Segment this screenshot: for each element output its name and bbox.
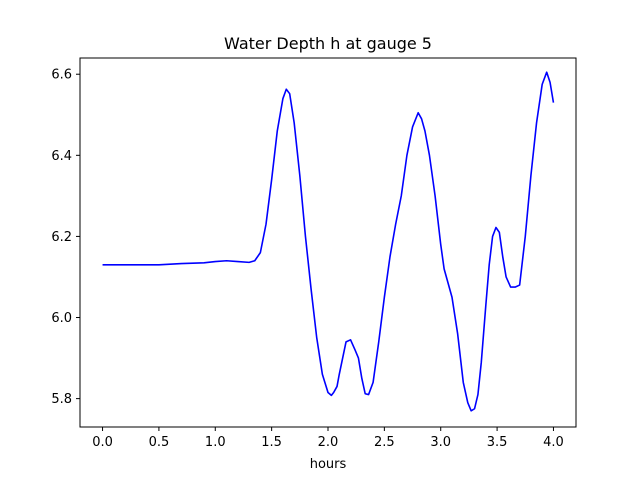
x-tick-label: 0.5 (149, 435, 170, 450)
chart-title: Water Depth h at gauge 5 (224, 34, 432, 53)
series-line (102, 71, 555, 412)
x-axis: 0.0 0.5 1.0 1.5 2.0 2.5 3.0 3.5 4.0 (92, 427, 564, 450)
y-tick-label: 5.8 (51, 392, 72, 407)
x-tick-label: 2.5 (374, 435, 395, 450)
y-tick-label: 6.4 (51, 149, 72, 164)
x-axis-label: hours (310, 457, 347, 472)
plot-frame (79, 57, 577, 428)
y-tick-label: 6.2 (51, 230, 72, 245)
x-tick-label: 2.0 (318, 435, 339, 450)
x-tick-label: 3.0 (430, 435, 451, 450)
y-axis: 5.8 6.0 6.2 6.4 6.6 (51, 68, 80, 407)
y-tick-label: 6.0 (51, 311, 72, 326)
x-tick-label: 1.0 (205, 435, 226, 450)
x-tick-label: 3.5 (487, 435, 508, 450)
x-tick-label: 1.5 (261, 435, 282, 450)
x-tick-label: 4.0 (543, 435, 564, 450)
plot-area (80, 58, 576, 427)
x-tick-label: 0.0 (92, 435, 113, 450)
y-tick-label: 6.6 (51, 68, 72, 83)
